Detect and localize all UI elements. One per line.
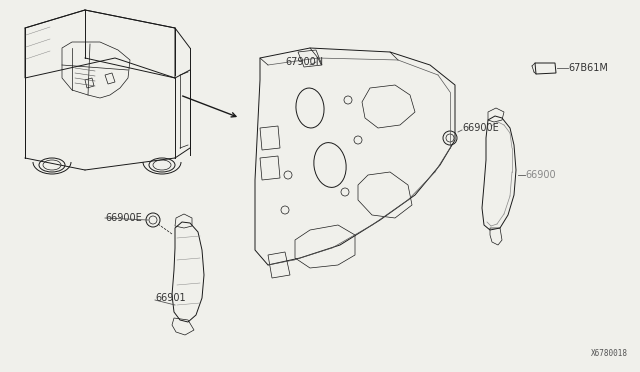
Text: 66900E: 66900E bbox=[462, 123, 499, 133]
Text: X6780018: X6780018 bbox=[591, 349, 628, 358]
Text: 67900N: 67900N bbox=[285, 57, 323, 67]
Text: 66900E: 66900E bbox=[105, 213, 141, 223]
Text: 66901: 66901 bbox=[155, 293, 186, 303]
Text: 67B61M: 67B61M bbox=[568, 63, 608, 73]
Text: 66900: 66900 bbox=[525, 170, 556, 180]
